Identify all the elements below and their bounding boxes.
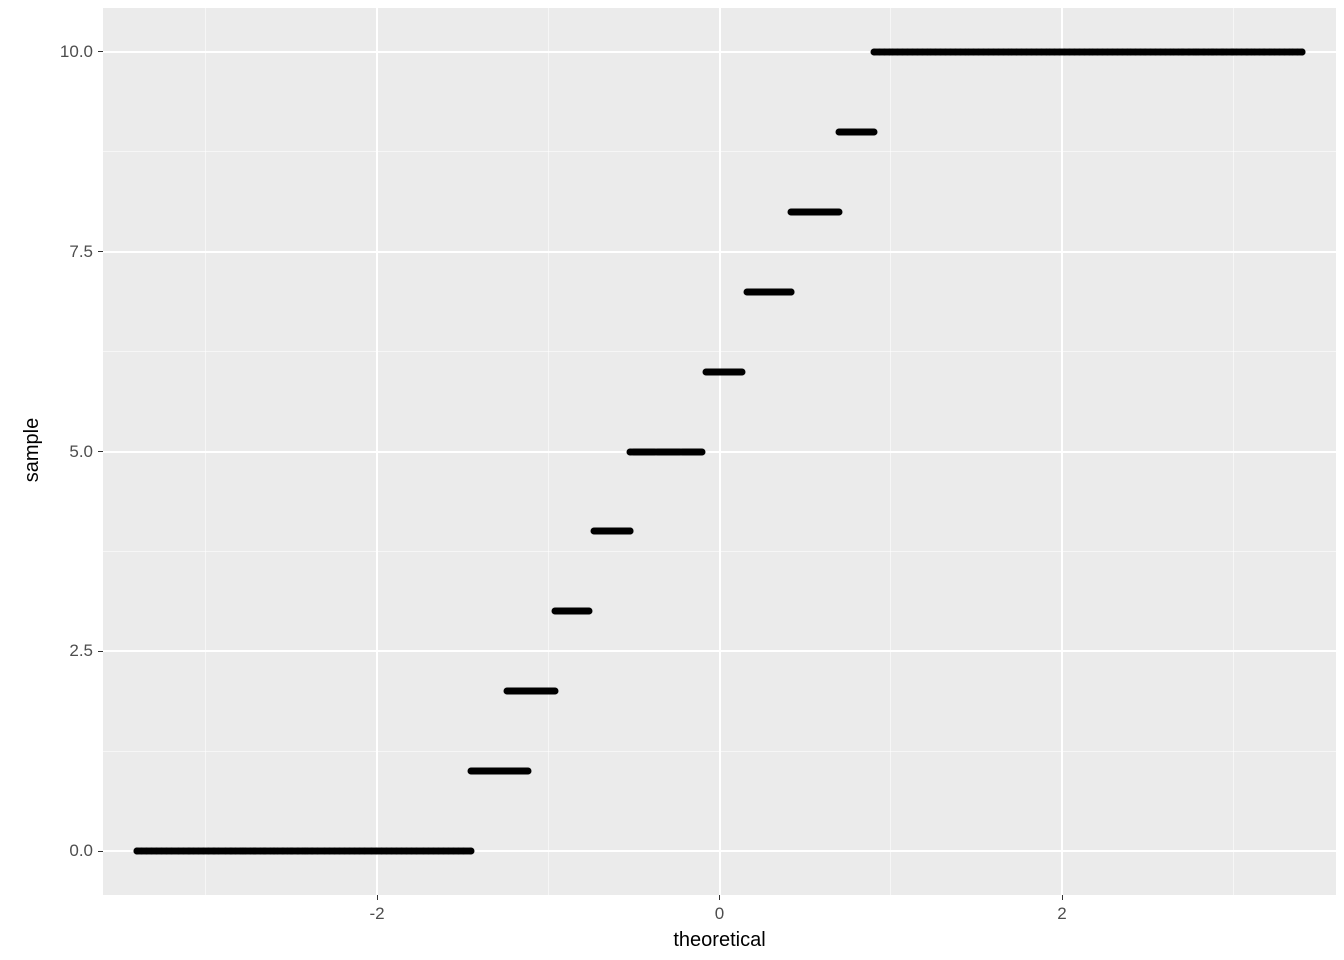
data-point xyxy=(1230,48,1237,55)
data-point xyxy=(308,848,315,855)
grid-major-h xyxy=(103,251,1336,253)
y-tick xyxy=(98,451,103,452)
data-point xyxy=(260,848,267,855)
data-point xyxy=(1209,48,1216,55)
y-tick-label: 7.5 xyxy=(48,243,93,260)
data-point xyxy=(1298,48,1305,55)
data-point xyxy=(250,848,257,855)
data-point xyxy=(240,848,247,855)
qq-plot: -2 0 2 0.0 2.5 5.0 7.5 10.0 theoretical sample xyxy=(0,0,1344,960)
y-tick-label: 10.0 xyxy=(48,43,93,60)
x-tick xyxy=(377,895,378,900)
data-point xyxy=(185,848,192,855)
data-point xyxy=(468,848,475,855)
data-point xyxy=(524,768,531,775)
x-axis-title: theoretical xyxy=(660,930,780,950)
y-axis-title: sample xyxy=(22,410,42,490)
data-point xyxy=(627,528,634,535)
data-point xyxy=(1261,48,1268,55)
data-point xyxy=(1201,48,1208,55)
data-point xyxy=(228,848,235,855)
data-point xyxy=(1192,48,1199,55)
data-point xyxy=(1219,48,1226,55)
data-point xyxy=(699,448,706,455)
data-point xyxy=(788,288,795,295)
y-tick-label: 5.0 xyxy=(48,443,93,460)
data-point xyxy=(738,368,745,375)
x-tick-label: -2 xyxy=(357,905,397,922)
y-tick xyxy=(98,51,103,52)
x-tick-label: 2 xyxy=(1042,905,1082,922)
data-point xyxy=(134,848,141,855)
data-point xyxy=(211,848,218,855)
grid-major-h xyxy=(103,650,1336,652)
data-point xyxy=(279,848,286,855)
x-tick-label: 0 xyxy=(700,905,740,922)
y-tick xyxy=(98,651,103,652)
x-tick xyxy=(719,895,720,900)
data-point xyxy=(271,848,278,855)
data-point xyxy=(552,688,559,695)
y-tick-label: 0.0 xyxy=(48,842,93,859)
grid-major-h xyxy=(103,451,1336,453)
y-tick xyxy=(98,251,103,252)
data-point xyxy=(836,208,843,215)
data-point xyxy=(586,608,593,615)
data-point xyxy=(1243,48,1250,55)
y-tick xyxy=(98,851,103,852)
x-tick xyxy=(1062,895,1063,900)
y-tick-label: 2.5 xyxy=(48,642,93,659)
data-point xyxy=(870,128,877,135)
